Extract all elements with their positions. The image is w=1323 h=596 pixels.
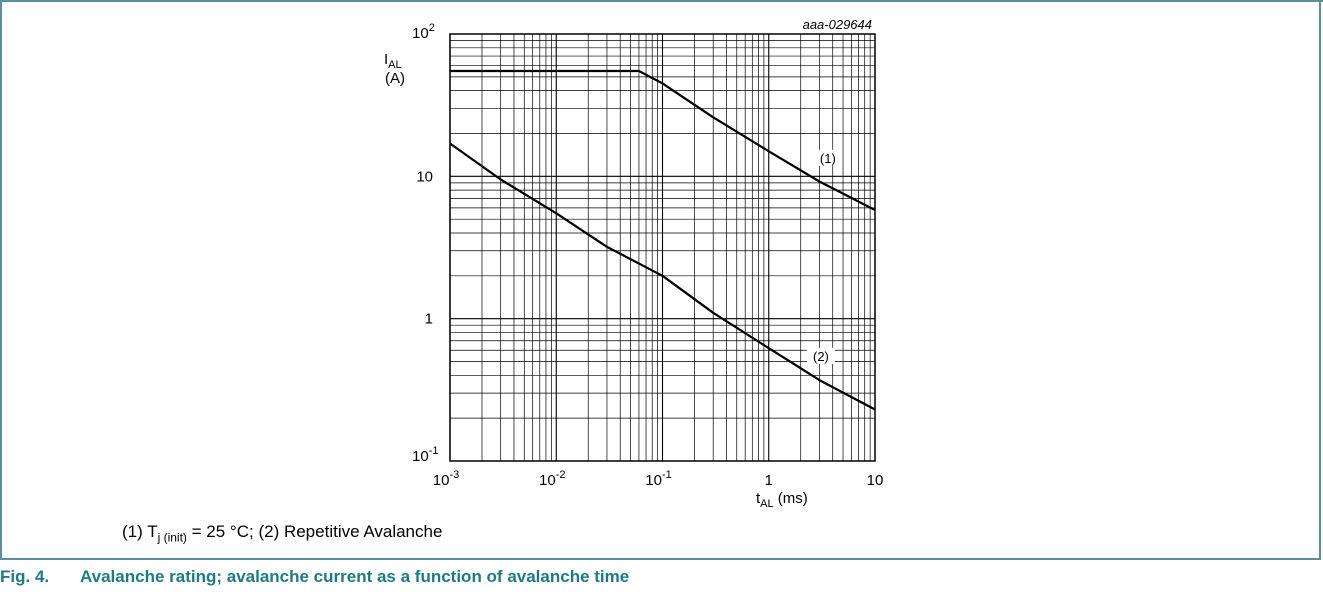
x-tick-label: 1	[765, 472, 773, 489]
x-tick-label: 10-2	[539, 469, 565, 489]
figure-caption: Fig. 4. Avalanche rating; avalanche curre…	[0, 567, 629, 587]
tick-label-layer: 10-3 10-2 10-1 1 10 10-1 1 10 102	[412, 22, 883, 489]
caption-text: Avalanche rating; avalanche current as a…	[80, 567, 630, 586]
series-label-bg	[806, 347, 835, 364]
footnote: (1) Tj (init) = 25 °C; (2) Repetitive Av…	[122, 522, 443, 545]
plot-border	[449, 33, 876, 462]
x-tick-label: 10-1	[645, 469, 671, 489]
x-tick-label: 10	[867, 472, 884, 489]
series-label-bg	[813, 149, 842, 166]
y-tick-label: 10	[416, 168, 433, 185]
x-axis-label: tAL (ms)	[756, 490, 808, 510]
x-tick-label: 10-3	[433, 469, 459, 489]
series-label-1: (1)	[820, 151, 836, 166]
series-label-2: (2)	[813, 349, 829, 364]
svg-text:tAL (ms): tAL (ms)	[756, 490, 808, 510]
series-line-2	[449, 142, 876, 411]
figure-frame	[0, 0, 1321, 560]
y-tick-label: 102	[412, 22, 435, 42]
series-layer: (1) (2)	[449, 69, 876, 411]
y-tick-label: 1	[425, 311, 433, 328]
figure-id-label: aaa-029644	[803, 17, 872, 32]
svg-text:(A): (A)	[385, 70, 405, 87]
y-axis-label: IAL (A)	[384, 51, 405, 87]
series-line-1	[450, 69, 876, 211]
chart-svg: (1) (2) 10-3 10-2 10-1 1 10 10-1 1 10 102 aaa-029…	[384, 17, 883, 510]
y-tick-label: 10-1	[412, 445, 438, 465]
frame-top-border	[0, 0, 1323, 2]
svg-text:IAL: IAL	[384, 51, 402, 71]
caption-number: Fig. 4.	[0, 567, 50, 586]
